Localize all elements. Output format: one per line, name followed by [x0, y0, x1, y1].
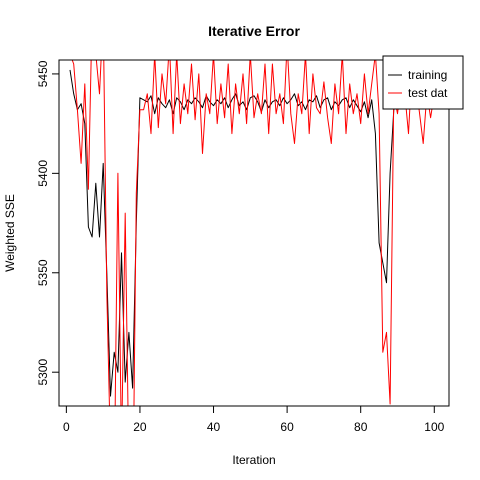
y-tick-label: 5350	[36, 259, 50, 286]
x-tick-label: 100	[424, 420, 444, 434]
y-axis: 5300 5350 5400 5450	[36, 60, 60, 386]
y-tick-label: 5450	[36, 60, 50, 87]
y-tick-label: 5400	[36, 160, 50, 187]
series-line-test	[71, 60, 435, 406]
legend-box	[382, 55, 464, 110]
chart-title: Iterative Error	[208, 23, 300, 39]
legend-label-training: training	[408, 68, 447, 82]
series-layer	[69, 60, 435, 406]
x-tick-label: 80	[354, 420, 368, 434]
series-line-training	[69, 69, 435, 397]
legend-label-test: test dat	[408, 86, 448, 100]
x-axis-label: Iteration	[232, 453, 275, 467]
x-axis: 0 20 40 60 80 100	[63, 405, 445, 434]
legend: training test dat	[382, 55, 464, 110]
y-tick-label: 5300	[36, 359, 50, 386]
y-axis-label: Weighted SSE	[3, 194, 17, 272]
x-tick-label: 40	[207, 420, 221, 434]
x-tick-label: 60	[280, 420, 294, 434]
x-tick-label: 0	[63, 420, 70, 434]
x-tick-label: 20	[133, 420, 147, 434]
